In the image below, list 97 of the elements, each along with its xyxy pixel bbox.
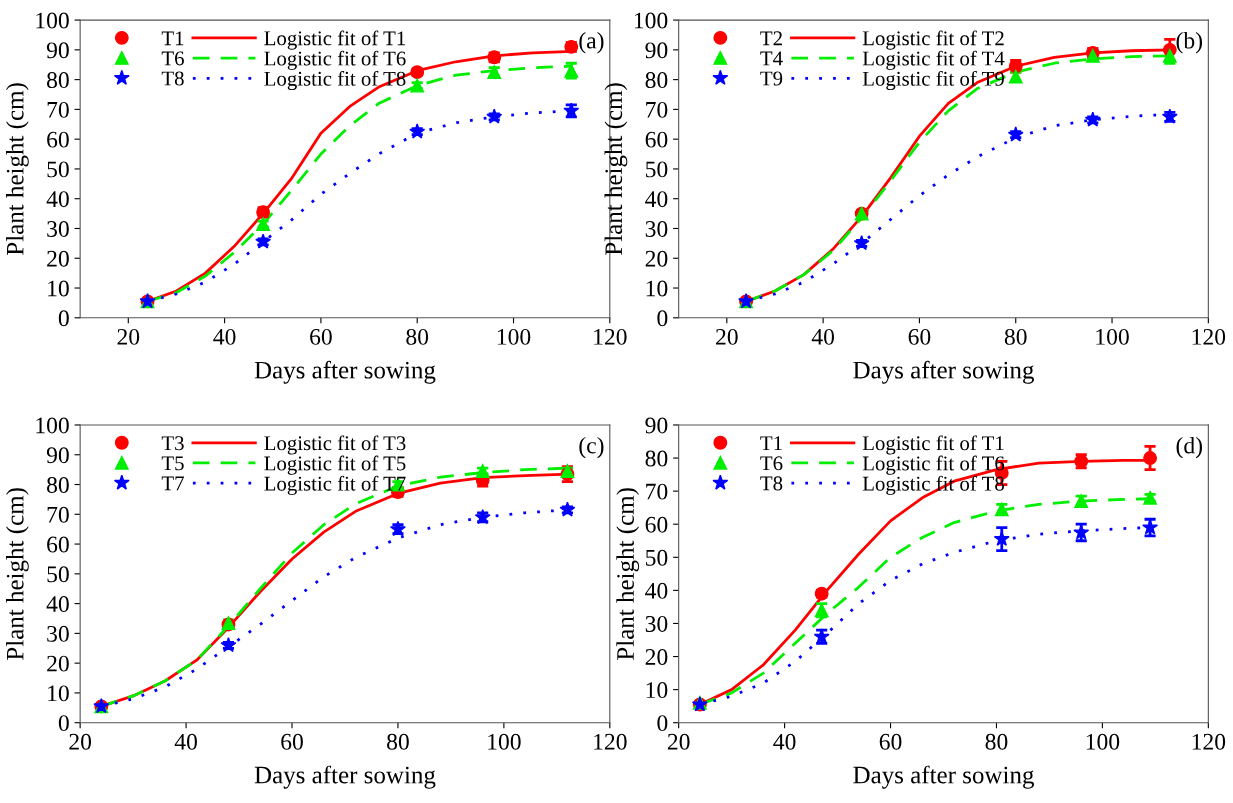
legend-label: T1	[161, 31, 184, 46]
y-axis-title: Plant height (cm)	[6, 488, 29, 660]
y-tick-label: 60	[645, 131, 668, 148]
y-tick-label: 80	[645, 450, 668, 467]
y-axis-title: Plant height (cm)	[6, 83, 29, 255]
y-tick-label: 0	[657, 310, 668, 327]
y-tick-label: 90	[645, 42, 668, 59]
y-tick-label: 30	[47, 220, 69, 237]
x-tick-label: 60	[879, 733, 902, 750]
x-tick-label: 60	[908, 328, 931, 345]
y-tick-label: 40	[645, 582, 668, 599]
legend-label: T2	[760, 31, 782, 46]
legend-label: Logistic fit of T1	[264, 30, 405, 50]
y-tick-label: 80	[645, 72, 668, 89]
y-tick-label: 40	[46, 596, 69, 613]
annotation: (b)	[1176, 31, 1203, 54]
y-tick-label: 50	[646, 161, 668, 178]
legend-label: T9	[760, 71, 783, 86]
x-tick-label: 100	[1086, 733, 1120, 750]
legend-label: T4	[760, 51, 783, 66]
legend-label: T1	[760, 436, 782, 451]
y-tick-label: 10	[646, 280, 668, 297]
x-tick-label: 120	[594, 328, 627, 345]
y-tick-label: 10	[646, 682, 668, 699]
x-tick-label: 40	[773, 733, 796, 750]
y-axis-title: Plant height (cm)	[604, 83, 628, 255]
y-tick-label: 100	[36, 417, 69, 434]
x-axis-title: Days after sowing	[853, 765, 1034, 789]
y-tick-label: 20	[645, 250, 668, 267]
legend-label: T6	[161, 51, 184, 66]
x-tick-label: 80	[387, 733, 409, 750]
x-tick-label: 120	[1192, 733, 1226, 750]
y-tick-label: 80	[47, 72, 69, 89]
y-tick-label: 90	[46, 42, 69, 59]
y-tick-label: 30	[645, 615, 668, 632]
y-tick-label: 0	[657, 715, 668, 732]
x-tick-label: 80	[406, 328, 429, 345]
legend-label: Logistic fit of T5	[264, 455, 406, 475]
y-tick-label: 90	[645, 417, 668, 434]
y-tick-label: 60	[47, 131, 69, 148]
x-tick-label: 40	[811, 328, 835, 345]
x-tick-label: 80	[985, 733, 1008, 750]
y-tick-label: 20	[47, 250, 69, 267]
x-tick-label: 100	[1096, 328, 1129, 345]
x-tick-label: 100	[497, 328, 531, 345]
y-tick-label: 70	[47, 101, 69, 118]
y-tick-label: 50	[47, 566, 69, 583]
y-tick-label: 20	[47, 655, 69, 672]
legend-label: Logistic fit of T1	[862, 435, 1004, 455]
y-tick-label: 70	[646, 101, 668, 118]
x-axis-title: Days after sowing	[254, 765, 436, 789]
x-tick-label: 60	[310, 328, 332, 345]
legend-label: T8	[760, 476, 783, 491]
x-tick-label: 40	[213, 328, 236, 345]
legend-label: T3	[161, 436, 184, 451]
x-tick-label: 20	[117, 328, 140, 345]
y-tick-label: 0	[58, 310, 69, 327]
y-tick-label: 70	[47, 506, 69, 523]
y-tick-label: 30	[47, 625, 69, 642]
legend-label: T6	[760, 456, 783, 471]
y-tick-label: 40	[46, 191, 69, 208]
annotation: (a)	[579, 31, 604, 54]
annotation: (d)	[1176, 436, 1203, 459]
y-tick-label: 80	[47, 477, 69, 493]
y-tick-label: 40	[645, 191, 668, 208]
y-tick-label: 0	[58, 715, 69, 732]
x-tick-label: 120	[1192, 328, 1226, 345]
y-tick-label: 60	[645, 516, 668, 533]
y-axis-title: Plant height (cm)	[616, 488, 640, 660]
legend-label: Logistic fit of T3	[264, 435, 406, 455]
y-tick-label: 70	[646, 483, 668, 500]
y-tick-label: 100	[36, 12, 69, 29]
x-tick-label: 20	[69, 733, 92, 750]
x-tick-label: 120	[594, 733, 627, 750]
annotation: (c)	[579, 436, 604, 459]
x-axis-title: Days after sowing	[853, 360, 1034, 384]
y-tick-label: 90	[46, 447, 69, 464]
y-tick-label: 50	[646, 549, 668, 566]
legend-label: Logistic fit of T6	[264, 50, 406, 70]
x-axis-title: Days after sowing	[254, 360, 436, 384]
y-tick-label: 10	[48, 685, 69, 702]
x-tick-label: 100	[488, 733, 521, 750]
x-tick-label: 40	[174, 733, 197, 750]
y-tick-label: 20	[645, 649, 668, 665]
y-tick-label: 30	[645, 220, 668, 237]
y-tick-label: 100	[634, 12, 668, 29]
x-tick-label: 60	[281, 733, 303, 750]
legend-label: T5	[161, 456, 184, 471]
y-tick-label: 50	[47, 161, 69, 178]
legend-label: Logistic fit of T2	[862, 30, 1004, 50]
legend-label: T7	[161, 476, 184, 491]
legend-label: Logistic fit of T4	[862, 50, 1005, 70]
y-tick-label: 60	[47, 536, 69, 553]
x-tick-label: 80	[1004, 328, 1027, 345]
y-tick-label: 10	[48, 280, 69, 297]
legend-label: T8	[161, 71, 184, 86]
x-tick-label: 20	[716, 328, 738, 345]
